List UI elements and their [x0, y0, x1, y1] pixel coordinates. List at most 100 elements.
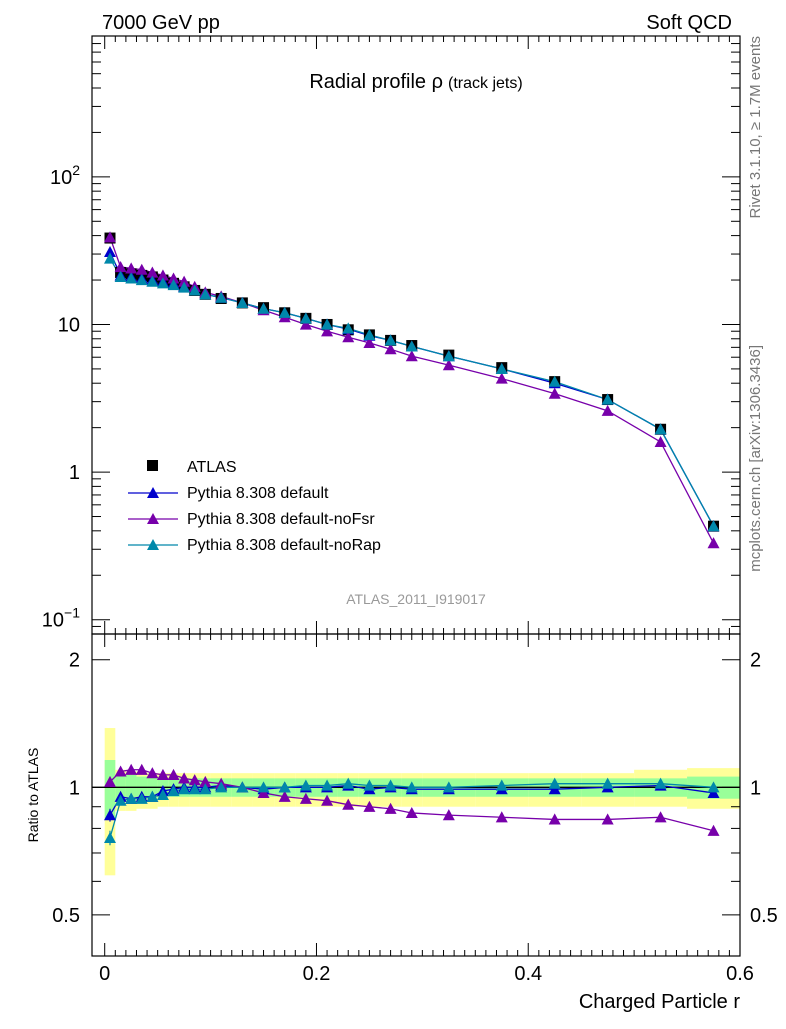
upper-marker-3 — [167, 279, 180, 291]
upper-marker-3 — [495, 362, 508, 375]
upper-marker-2 — [442, 359, 455, 371]
ratio-marker-1 — [363, 800, 376, 812]
lower-axes — [92, 634, 741, 957]
ratio-marker-2 — [188, 783, 201, 795]
lower-xtick-label: 0.6 — [726, 963, 754, 985]
upper-marker-3 — [405, 340, 418, 352]
upper-marker-3 — [321, 318, 334, 330]
upper-marker-2 — [299, 318, 312, 330]
upper-marker-2 — [321, 325, 334, 337]
upper-marker-2 — [342, 331, 355, 343]
rivet-label: Rivet 3.1.10, ≥ 1.7M events — [747, 36, 764, 219]
ratio-marker-1 — [135, 763, 148, 775]
ratio-marker-2 — [707, 781, 720, 793]
ratio-marker-1 — [384, 802, 397, 814]
ratio-marker-1 — [167, 768, 180, 780]
ratio-marker-2 — [215, 781, 228, 793]
ratio-marker-1 — [707, 824, 720, 836]
ratio-marker-2 — [363, 779, 376, 791]
upper-ytick-label-base: 10 — [58, 314, 80, 336]
legend: ATLAS Pythia 8.308 default Pythia 8.308 … — [128, 459, 381, 554]
ratio-marker-1 — [442, 809, 455, 821]
ratio-marker-1 — [199, 775, 212, 787]
ratio-marker-2 — [199, 783, 212, 795]
lower-xtick-label: 0 — [99, 963, 110, 985]
upper-marker-3 — [104, 252, 116, 264]
upper-marker-3 — [236, 296, 249, 308]
upper-marker-2 — [125, 262, 138, 274]
ratio-marker-2 — [342, 777, 355, 789]
ratio-marker-2 — [601, 777, 614, 789]
lower-ytick-label-left: 0.5 — [52, 905, 80, 927]
upper-marker-2 — [167, 272, 180, 284]
ratio-marker-2 — [654, 777, 667, 789]
upper-marker-2 — [601, 404, 614, 416]
ratio-marker-2 — [278, 781, 291, 793]
header-right: Soft QCD — [646, 12, 732, 34]
upper-marker-2 — [104, 231, 116, 243]
stat-band — [104, 760, 116, 820]
upper-marker-2 — [146, 266, 159, 278]
lower-series — [104, 763, 720, 846]
ratio-marker-2 — [156, 788, 169, 800]
ratio-marker-2 — [135, 792, 148, 804]
lower-xtick-label: 0.2 — [303, 963, 331, 985]
upper-ytick-label: 1 — [69, 462, 80, 484]
ratio-marker-1 — [495, 811, 508, 823]
upper-ytick-label-base: 10 — [42, 610, 64, 632]
ratio-marker-1 — [548, 813, 561, 825]
upper-title: Radial profile ρ (track jets) — [309, 71, 522, 93]
lower-ytick-label-right: 1 — [750, 777, 761, 799]
ratio-marker-1 — [125, 763, 138, 775]
upper-marker-3 — [188, 284, 201, 296]
header-left: 7000 GeV pp — [102, 12, 220, 34]
upper-marker-2 — [178, 275, 191, 287]
upper-title-main: Radial profile ρ — [309, 71, 443, 93]
lower-ticklabels: 0.5 0.5 1 1 2 2 0 0.2 0.4 0.6 — [52, 650, 778, 985]
upper-panel: Radial profile ρ (track jets) ATLAS_2011_… — [42, 35, 741, 635]
upper-marker-2 — [135, 263, 148, 275]
upper-marker-1 — [104, 245, 116, 258]
ratio-marker-2 — [167, 785, 180, 797]
ratio-marker-2 — [321, 779, 334, 791]
upper-marker-3 — [125, 272, 138, 284]
upper-ytick-label-exp: −1 — [64, 605, 80, 621]
ratio-marker-2 — [299, 779, 312, 791]
ratio-marker-2 — [442, 781, 455, 793]
upper-ytick-label: 102 — [50, 162, 80, 189]
ratio-marker-2 — [257, 781, 270, 793]
upper-marker-3 — [114, 270, 127, 283]
lower-ytick-label-right: 0.5 — [750, 905, 778, 927]
ratio-marker-2 — [236, 781, 249, 793]
upper-ytick-label: 10−1 — [42, 605, 80, 632]
ratio-marker-1 — [278, 790, 291, 802]
legend-label-default: Pythia 8.308 default — [187, 485, 329, 502]
legend-entry-atlas: ATLAS — [147, 459, 237, 476]
legend-marker-nofsr — [147, 513, 159, 524]
upper-marker-2 — [405, 350, 418, 362]
upper-marker-3 — [707, 520, 720, 532]
ratio-marker-0 — [707, 786, 720, 799]
upper-axes — [92, 35, 741, 635]
upper-marker-3 — [384, 334, 397, 346]
upper-marker-3 — [654, 423, 667, 435]
upper-marker-3 — [199, 288, 212, 300]
legend-label-norap: Pythia 8.308 default-noRap — [187, 537, 381, 554]
ratio-marker-1 — [257, 786, 270, 799]
ratio-marker-0 — [104, 809, 116, 821]
ratio-marker-2 — [146, 790, 159, 802]
upper-marker-2 — [384, 343, 397, 355]
lower-panel-frame — [91, 633, 741, 957]
legend-label-nofsr: Pythia 8.308 default-noFsr — [187, 511, 375, 528]
upper-marker-3 — [257, 302, 270, 314]
upper-title-sub: (track jets) — [448, 75, 523, 92]
ratio-marker-1 — [405, 806, 418, 819]
upper-marker-2 — [114, 261, 127, 273]
upper-watermark: ATLAS_2011_I919017 — [346, 591, 486, 607]
upper-marker-2 — [495, 372, 508, 384]
legend-marker-default — [147, 487, 159, 498]
ratio-marker-1 — [601, 813, 614, 825]
ratio-marker-1 — [299, 792, 312, 804]
ratio-marker-2 — [495, 779, 508, 791]
